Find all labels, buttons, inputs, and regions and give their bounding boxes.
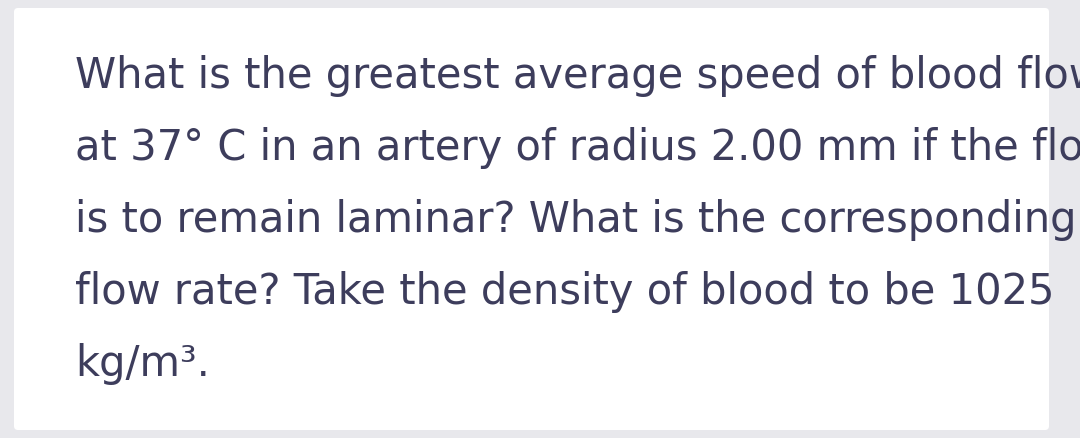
Text: flow rate? Take the density of blood to be 1025: flow rate? Take the density of blood to … (75, 271, 1054, 313)
Text: is to remain laminar? What is the corresponding: is to remain laminar? What is the corres… (75, 199, 1077, 241)
Text: What is the greatest average speed of blood flow: What is the greatest average speed of bl… (75, 55, 1080, 97)
Text: kg/m³.: kg/m³. (75, 343, 210, 385)
FancyBboxPatch shape (14, 8, 1049, 430)
Text: at 37° C in an artery of radius 2.00 mm if the flow: at 37° C in an artery of radius 2.00 mm … (75, 127, 1080, 169)
